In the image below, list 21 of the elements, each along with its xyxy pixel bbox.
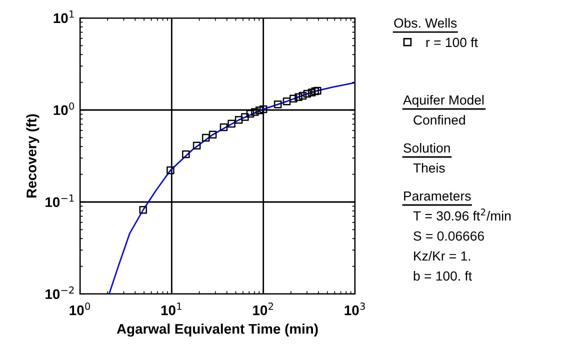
text: Aquifer Model <box>403 95 484 108</box>
legend-title: Obs. Wells <box>394 18 457 28</box>
x-tick-label: 10$^{3}$ <box>344 302 365 316</box>
text: b = 100. ft <box>414 271 472 281</box>
text: Theis <box>413 163 445 173</box>
y-tick-label: 10$^{−2}$ <box>46 286 74 300</box>
x-tick-label: 10$^{1}$ <box>161 302 182 316</box>
text: S = 0.06666 <box>414 231 484 241</box>
text: Kz/Kr = 1. <box>414 251 470 261</box>
y-axis-title: Recovery (ft) <box>26 114 40 198</box>
x-tick-label: 10$^{2}$ <box>253 302 274 316</box>
text: Parameters <box>404 191 471 201</box>
text: T = 30.96 ft$^{2}$/min <box>413 208 511 221</box>
text: Confined <box>414 115 465 125</box>
y-tick-label: 10$^{0}$ <box>54 102 74 116</box>
x-tick-label: 10$^{0}$ <box>70 302 90 316</box>
y-tick-label: 10$^{−1}$ <box>46 194 74 208</box>
legend-label: r = 100 ft <box>426 37 478 48</box>
x-axis-title: Agarwal Equivalent Time (min) <box>116 324 318 337</box>
y-tick-label: 10$^{1}$ <box>54 10 74 24</box>
text: Solution <box>404 143 450 153</box>
